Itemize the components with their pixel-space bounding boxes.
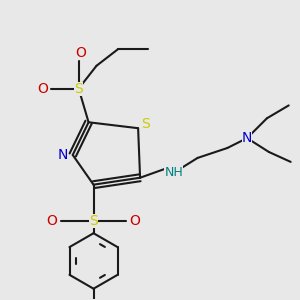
Text: S: S: [89, 214, 98, 228]
Text: S: S: [74, 82, 83, 96]
Text: S: S: [141, 117, 149, 131]
Text: O: O: [75, 46, 86, 60]
Text: NH: NH: [164, 166, 183, 179]
Text: O: O: [46, 214, 57, 228]
Text: O: O: [38, 82, 48, 96]
Text: N: N: [58, 148, 68, 162]
Text: O: O: [130, 214, 141, 228]
Text: N: N: [242, 131, 252, 145]
